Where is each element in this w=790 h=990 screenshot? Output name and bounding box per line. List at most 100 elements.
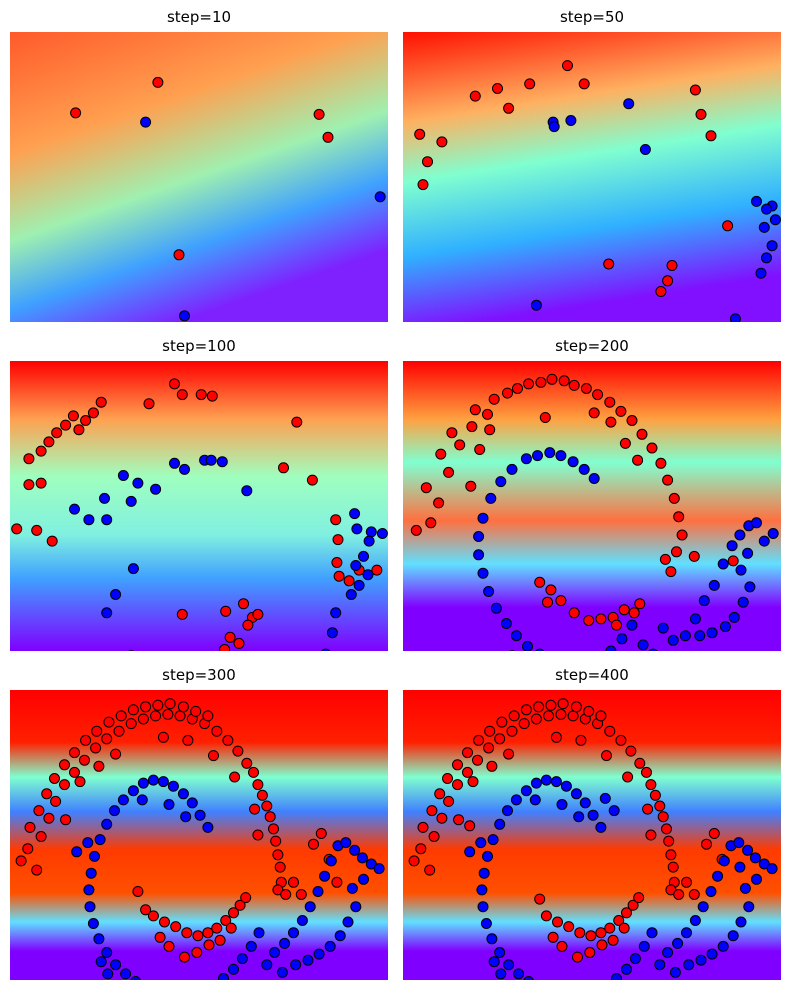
- data-point-class0: [241, 757, 253, 769]
- data-point-class1: [483, 586, 495, 597]
- data-point-class1: [587, 809, 599, 821]
- data-point-class0: [634, 598, 646, 610]
- data-point-class1: [623, 98, 635, 110]
- data-point-class1: [216, 456, 228, 468]
- data-point-class0: [646, 442, 658, 454]
- data-point-class1: [708, 579, 720, 591]
- data-point-class0: [174, 710, 186, 722]
- data-point-class0: [552, 916, 563, 928]
- data-point-class1: [529, 794, 541, 806]
- data-point-class1: [718, 855, 730, 867]
- data-point-class0: [555, 595, 567, 607]
- data-point-class0: [695, 108, 707, 120]
- data-point-class0: [668, 492, 680, 504]
- data-point-class1: [629, 953, 641, 965]
- data-point-class1: [69, 503, 80, 515]
- data-point-class0: [232, 745, 244, 757]
- data-point-class0: [132, 886, 144, 897]
- data-point-class0: [222, 734, 234, 746]
- data-point-class0: [224, 631, 236, 643]
- data-point-class0: [689, 84, 701, 96]
- data-point-class0: [35, 445, 47, 457]
- data-point-class1: [595, 821, 607, 833]
- data-point-class0: [604, 725, 616, 737]
- data-point-class1: [177, 788, 189, 800]
- data-point-class0: [484, 424, 496, 436]
- data-point-class0: [727, 555, 739, 567]
- data-point-class0: [462, 766, 473, 778]
- data-point-class1: [728, 611, 740, 623]
- panel-step300: [10, 690, 388, 980]
- data-point-class0: [705, 130, 717, 142]
- data-point-class0: [163, 940, 175, 952]
- data-point-class0: [15, 855, 27, 867]
- data-point-class0: [164, 698, 176, 710]
- data-point-class1: [698, 595, 710, 607]
- data-point-class0: [654, 800, 666, 812]
- data-point-class0: [530, 713, 542, 725]
- data-point-class0: [252, 829, 264, 841]
- data-point-class0: [343, 575, 355, 587]
- data-point-class0: [322, 131, 334, 143]
- data-point-class0: [425, 517, 437, 529]
- data-point-class0: [436, 812, 448, 824]
- data-point-class1: [127, 785, 139, 797]
- data-point-class0: [472, 754, 483, 766]
- data-point-class0: [264, 811, 276, 823]
- data-point-class1: [202, 821, 214, 833]
- data-point-class1: [486, 933, 498, 945]
- data-point-class1: [464, 846, 476, 858]
- data-point-class1: [579, 797, 591, 809]
- data-point-class0: [628, 607, 640, 619]
- data-point-class0: [543, 710, 555, 722]
- data-point-class0: [208, 750, 219, 762]
- data-point-class1: [473, 549, 485, 561]
- data-point-class0: [191, 947, 203, 958]
- data-point-class0: [219, 644, 231, 651]
- data-point-class0: [676, 529, 688, 541]
- data-point-class0: [486, 760, 498, 772]
- data-point-class0: [50, 795, 62, 807]
- data-point-class0: [280, 889, 292, 900]
- data-point-class1: [71, 846, 83, 858]
- data-point-class1: [477, 512, 489, 524]
- data-point-class1: [654, 959, 666, 971]
- data-point-class0: [417, 821, 429, 833]
- data-point-class1: [477, 901, 489, 913]
- data-point-class0: [474, 444, 486, 455]
- data-point-class0: [206, 390, 218, 402]
- data-point-class1: [334, 930, 346, 942]
- data-point-class1: [120, 968, 132, 980]
- data-point-class0: [662, 474, 674, 486]
- data-point-class0: [563, 921, 575, 933]
- data-point-class0: [649, 789, 661, 801]
- data-point-class1: [735, 916, 747, 928]
- data-point-class0: [545, 584, 557, 596]
- data-point-class1: [495, 968, 507, 980]
- data-point-class0: [87, 407, 99, 419]
- data-point-class1: [147, 774, 159, 786]
- data-point-class0: [182, 734, 194, 746]
- data-point-class0: [152, 76, 164, 88]
- data-point-class0: [607, 934, 619, 946]
- data-point-class1: [476, 884, 488, 896]
- data-point-class1: [478, 867, 490, 879]
- data-point-class0: [545, 699, 557, 711]
- data-point-class1: [510, 630, 522, 642]
- data-point-class0: [659, 553, 671, 565]
- data-point-class1: [766, 863, 778, 875]
- data-point-class1: [695, 954, 707, 966]
- data-point-class1: [522, 640, 533, 651]
- data-point-class0: [242, 619, 254, 631]
- data-point-class1: [733, 837, 745, 849]
- scatter-plot: [403, 361, 781, 651]
- data-point-class1: [117, 794, 129, 806]
- data-point-class0: [584, 947, 596, 958]
- data-point-class1: [510, 794, 522, 806]
- data-point-class0: [332, 534, 344, 546]
- data-point-class0: [625, 745, 637, 757]
- data-point-class0: [506, 725, 518, 737]
- data-point-class1: [482, 850, 493, 862]
- data-point-class0: [618, 922, 630, 934]
- data-point-class0: [595, 927, 607, 939]
